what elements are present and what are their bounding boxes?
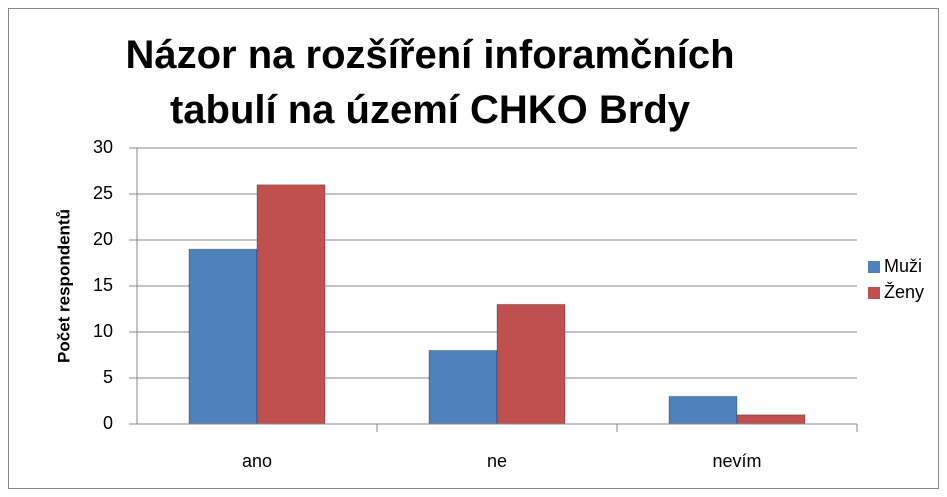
y-tick-label: 15 (93, 275, 113, 295)
bar (428, 349, 498, 425)
x-tick-label: nevím (712, 451, 761, 471)
bar (736, 414, 806, 425)
y-tick-label: 25 (93, 183, 113, 203)
y-tick-label: 10 (93, 321, 113, 341)
bar (188, 248, 258, 425)
x-tick-label: ano (242, 451, 272, 471)
x-tick-label: ne (487, 451, 507, 471)
bar (496, 303, 566, 425)
chart-title: Názor na rozšíření inforamčních tabulí n… (125, 33, 735, 132)
y-axis-label: Počet respondentů (54, 209, 73, 363)
legend-swatch (868, 287, 880, 299)
legend-label: Muži (884, 256, 922, 276)
bar (256, 184, 326, 425)
legend-swatch (868, 261, 880, 273)
legend-label: Ženy (884, 282, 924, 302)
y-tick-label: 30 (93, 137, 113, 157)
y-tick-label: 0 (103, 413, 113, 433)
y-tick-label: 5 (103, 367, 113, 387)
bar (668, 395, 738, 425)
y-tick-label: 20 (93, 229, 113, 249)
